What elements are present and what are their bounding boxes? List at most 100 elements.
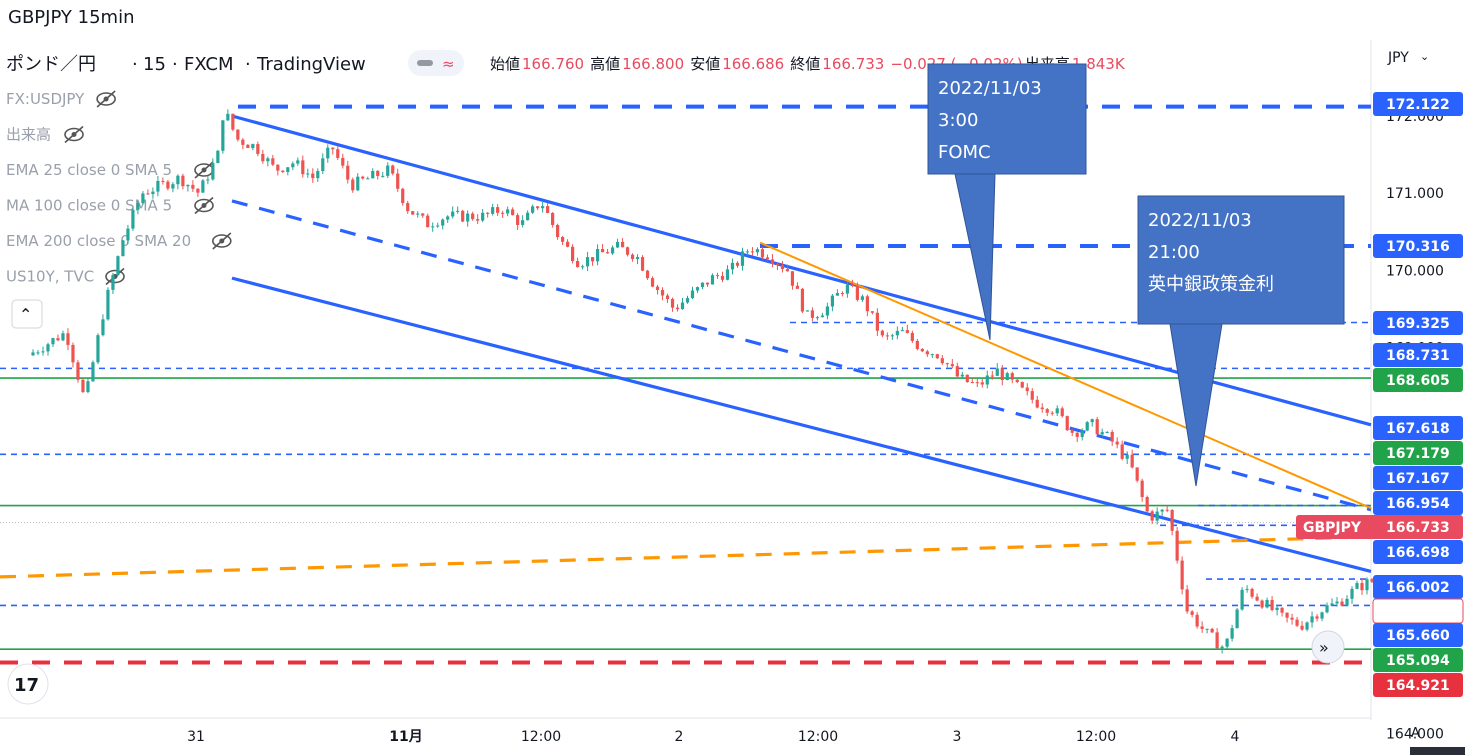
candle-body: [316, 171, 320, 179]
symbol-tag-value: 166.733: [1386, 520, 1450, 536]
price-tag-value: 172.122: [1386, 97, 1450, 113]
callout-pointer: [1169, 323, 1223, 487]
candle-body: [351, 179, 355, 191]
candle-body: [71, 344, 75, 363]
candle-body: [1155, 511, 1159, 521]
price-tag: [1373, 540, 1463, 564]
candle-body: [1060, 408, 1064, 417]
candle-body: [81, 379, 85, 393]
candle-body: [1020, 382, 1024, 388]
candle-body: [1040, 407, 1044, 410]
candle-body: [1005, 373, 1009, 381]
candle-body: [1340, 601, 1344, 606]
candle-body: [900, 330, 904, 332]
indicator-label[interactable]: EMA 25 close 0 SMA 5: [6, 161, 172, 179]
candle-body: [461, 210, 465, 222]
exchange-label: FXCM: [184, 54, 233, 75]
candle-body: [1310, 616, 1314, 623]
candle-body: [246, 144, 250, 149]
candle-body: [740, 251, 745, 266]
eye-off-icon[interactable]: [105, 267, 125, 286]
candle-body: [760, 249, 765, 258]
eye-outline: [96, 92, 116, 106]
price-tag: [1373, 368, 1463, 392]
candle-body: [980, 382, 984, 385]
time-tick-label: 3: [953, 729, 962, 745]
candle-body: [1360, 583, 1364, 591]
time-axis-labels: 31 11月 12:00 2 12:00 3 12:00 4: [187, 729, 1239, 745]
currency-label[interactable]: JPY: [1387, 50, 1409, 66]
candle-body: [1015, 379, 1019, 383]
candle-body: [1260, 600, 1264, 608]
candle-body: [146, 193, 150, 195]
candle-body: [1300, 625, 1304, 630]
candle-body: [1240, 589, 1244, 610]
candle-body: [830, 295, 835, 307]
candle-body: [1275, 607, 1279, 611]
interval-label[interactable]: 15: [143, 54, 166, 75]
candle-body: [620, 241, 625, 248]
indicator-label[interactable]: US10Y, TVC: [6, 268, 94, 286]
candle-body: [86, 381, 90, 393]
eye-off-icon[interactable]: [64, 125, 84, 144]
candle-body: [41, 351, 45, 353]
candle-body: [201, 180, 205, 193]
auto-scale-button[interactable]: A: [1411, 726, 1420, 741]
candle-body: [775, 263, 780, 265]
eye-off-icon[interactable]: [96, 90, 116, 108]
indicator-legend: FX:USDJPY 出来高 EMA 25 close 0 SMA 5 MA 100 c…: [6, 90, 232, 286]
candle-body: [261, 153, 265, 162]
candle-body: [36, 352, 40, 354]
eye-off-icon[interactable]: [194, 196, 214, 215]
scroll-to-realtime-button[interactable]: »: [1311, 630, 1345, 664]
price-tag: [1373, 416, 1463, 440]
candle-body: [436, 225, 440, 227]
candle-body: [501, 212, 505, 214]
candle-body: [1075, 432, 1079, 437]
candle-body: [950, 364, 954, 367]
candle-body: [191, 184, 195, 189]
double-chevron-right-icon: »: [1319, 638, 1329, 657]
eye-off-icon[interactable]: [212, 232, 232, 250]
eye-off-icon[interactable]: [194, 161, 214, 179]
candle-body: [441, 219, 445, 226]
candle-body: [945, 363, 949, 365]
price-tag: [1373, 343, 1463, 367]
candle-body: [526, 212, 530, 221]
candle-body: [1285, 612, 1289, 618]
candle-body: [1185, 589, 1189, 612]
candle-body: [331, 147, 335, 150]
candle-body: [541, 206, 545, 209]
chevron-down-icon[interactable]: ⌄: [1420, 50, 1429, 63]
price-tag-value: 170.316: [1386, 239, 1450, 255]
candle-body: [665, 295, 670, 299]
callout-text: 2022/11/03: [1148, 210, 1252, 231]
indicator-label[interactable]: MA 100 close 0 SMA 5: [6, 197, 172, 215]
indicator-label[interactable]: FX:USDJPY: [6, 90, 85, 108]
candle-body: [51, 338, 55, 345]
candle-body: [1230, 628, 1234, 639]
candle-body: [456, 210, 460, 212]
candle-body: [326, 147, 330, 159]
indicator-label[interactable]: EMA 200 close 0 SMA 20: [6, 232, 191, 250]
price-tag-value: 167.618: [1386, 421, 1450, 437]
eye-slash: [64, 125, 84, 144]
eye-outline: [194, 198, 214, 213]
source-label: TradingView: [256, 54, 366, 75]
collapse-button[interactable]: ⌃: [11, 299, 43, 329]
ohlc-value: 166.760: [522, 55, 584, 73]
indicator-label[interactable]: 出来高: [6, 126, 51, 144]
symbol-tag: [1296, 515, 1463, 539]
candle-body: [1330, 603, 1334, 606]
candle-body: [411, 211, 415, 215]
candle-body: [116, 256, 120, 276]
trend-line: [0, 535, 1372, 579]
candle-body: [865, 296, 869, 312]
candle-body: [770, 259, 775, 264]
market-status-pill[interactable]: [408, 50, 464, 76]
candle-body: [1250, 588, 1254, 597]
candle-body: [406, 203, 410, 212]
candle-body: [675, 307, 680, 310]
candle-body: [575, 261, 580, 268]
